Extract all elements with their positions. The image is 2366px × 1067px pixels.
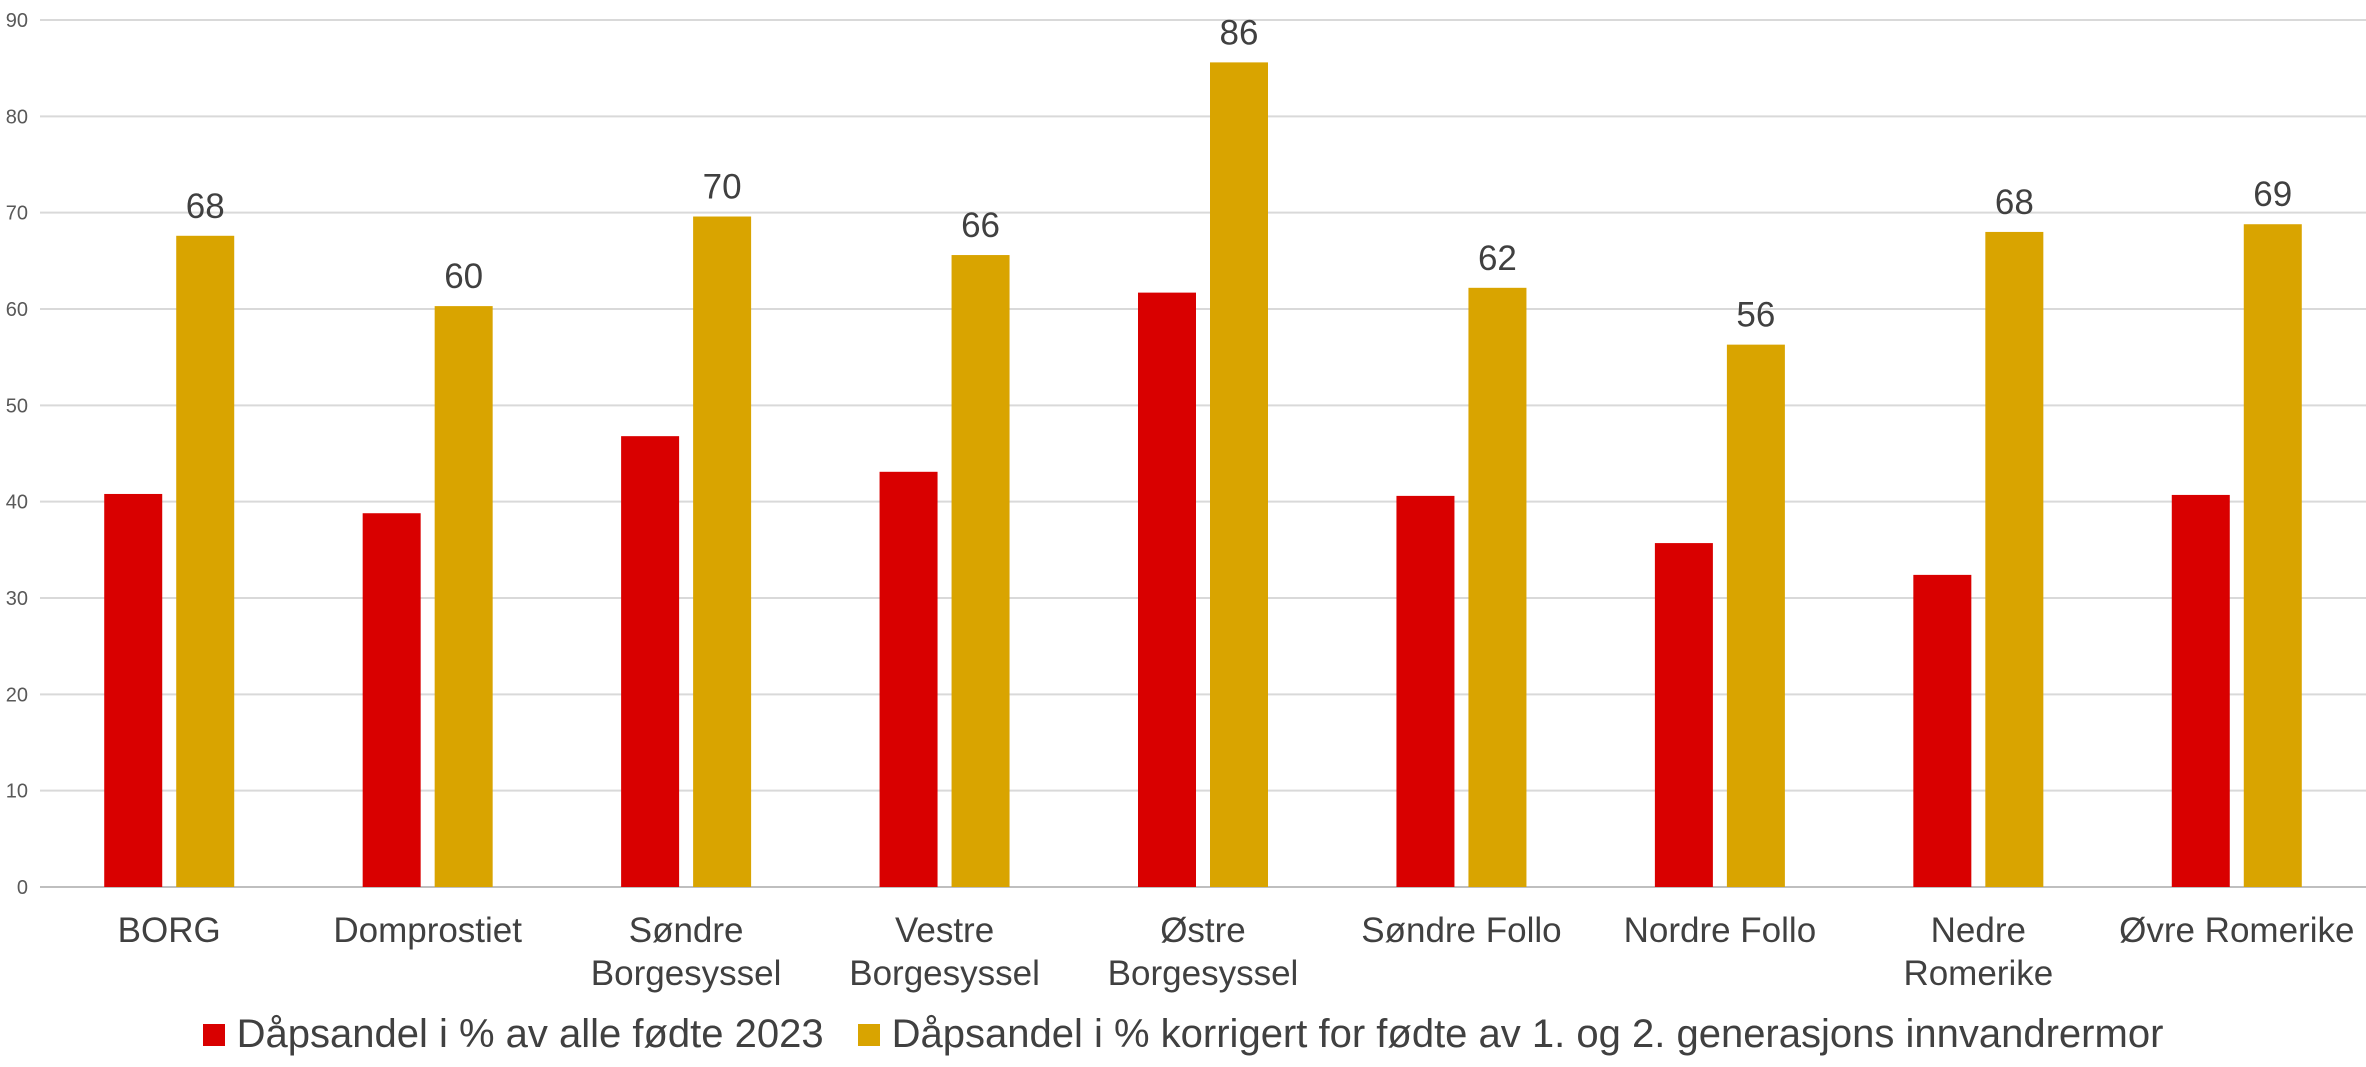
x-tick-label: Nedre <box>1931 911 2026 950</box>
y-tick-label: 50 <box>6 395 28 417</box>
x-tick-label: BORG <box>118 911 221 950</box>
legend-item-series-1: Dåpsandel i % av alle fødte 2023 <box>202 1012 824 1057</box>
legend-item-series-2: Dåpsandel i % korrigert for fødte av 1. … <box>857 1012 2164 1057</box>
data-label: 56 <box>1736 296 1775 335</box>
x-tick-label: Romerike <box>1903 954 2053 993</box>
legend: Dåpsandel i % av alle fødte 2023 Dåpsand… <box>0 1012 2366 1057</box>
bar-series-1 <box>1913 574 1972 887</box>
bar-series-2 <box>434 306 493 887</box>
x-tick-label: Søndre Follo <box>1361 911 1561 950</box>
x-tick-label: Østre <box>1160 911 1246 950</box>
x-tick-label: Nordre Follo <box>1624 911 1817 950</box>
y-tick-label: 40 <box>6 492 28 514</box>
y-tick-label: 80 <box>6 106 28 128</box>
bar-series-2 <box>951 255 1010 887</box>
x-tick-label: Øvre Romerike <box>2119 911 2354 950</box>
data-label: 62 <box>1478 239 1517 278</box>
bar-series-2 <box>176 235 235 887</box>
y-tick-label: 10 <box>6 781 28 803</box>
y-tick-label: 30 <box>6 588 28 610</box>
data-label: 69 <box>2253 175 2292 214</box>
bar-series-1 <box>1138 292 1196 888</box>
data-label: 86 <box>1220 13 1259 52</box>
bar-series-1 <box>2171 494 2230 887</box>
x-tick-label: Vestre <box>895 911 994 950</box>
y-tick-label: 90 <box>6 10 28 32</box>
data-label: 68 <box>186 187 225 226</box>
y-tick-label: 70 <box>6 203 28 225</box>
bar-series-2 <box>1726 344 1785 888</box>
bar-series-2 <box>693 216 752 887</box>
x-tick-label: Borgesyssel <box>849 954 1040 993</box>
x-tick-label: Borgesyssel <box>591 954 782 993</box>
y-tick-label: 60 <box>6 299 28 321</box>
y-tick-label: 20 <box>6 684 28 706</box>
bar-series-1 <box>362 513 421 887</box>
bar-series-1 <box>621 436 680 887</box>
x-tick-label: Domprostiet <box>333 911 522 950</box>
bar-series-1 <box>1396 495 1455 887</box>
bar-series-2 <box>1468 287 1527 888</box>
bar-series-2 <box>1210 62 1268 888</box>
legend-label-series-1: Dåpsandel i % av alle fødte 2023 <box>236 1012 824 1056</box>
legend-label-series-2: Dåpsandel i % korrigert for fødte av 1. … <box>891 1012 2164 1056</box>
bar-chart: 0 10 20 30 40 50 60 70 80 90 68 BORG 60 Domprostiet 70… <box>6 10 2366 993</box>
x-tick-label: Søndre <box>629 911 744 950</box>
bar-series-1 <box>104 493 163 887</box>
bar-series-1 <box>1654 543 1713 887</box>
data-label: 68 <box>1995 183 2034 222</box>
bar-series-1 <box>879 471 938 887</box>
y-tick-label: 0 <box>17 877 28 899</box>
x-tick-label: Borgesyssel <box>1108 954 1299 993</box>
legend-swatch-series-1 <box>202 1023 225 1046</box>
bar-series-2 <box>2243 224 2302 887</box>
data-label: 60 <box>444 257 483 296</box>
data-label: 66 <box>961 206 1000 245</box>
bar-series-2 <box>1985 231 2044 887</box>
data-label: 70 <box>703 168 742 207</box>
legend-swatch-series-2 <box>857 1023 880 1046</box>
